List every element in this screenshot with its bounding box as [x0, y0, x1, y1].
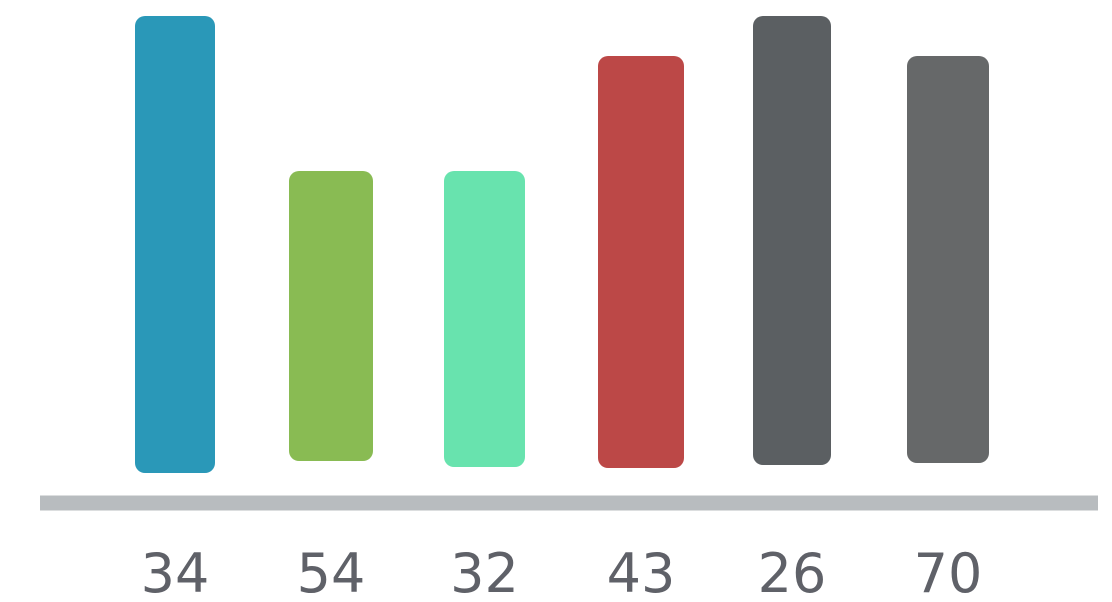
- bar-54: [289, 171, 373, 461]
- x-tick-label-26: 26: [758, 542, 827, 602]
- tick-labels-group: 34 54 32 43 26 70: [141, 542, 983, 602]
- bar-70: [907, 56, 989, 463]
- bar-34: [135, 16, 215, 473]
- x-tick-label-34: 34: [141, 542, 210, 602]
- x-tick-label-70: 70: [914, 542, 983, 602]
- bar-32: [444, 171, 525, 467]
- x-tick-label-32: 32: [450, 542, 519, 602]
- bar-43: [598, 56, 684, 468]
- x-tick-label-54: 54: [297, 542, 366, 602]
- bar-26: [753, 16, 831, 465]
- x-tick-label-43: 43: [607, 542, 676, 602]
- bars-group: [135, 16, 989, 473]
